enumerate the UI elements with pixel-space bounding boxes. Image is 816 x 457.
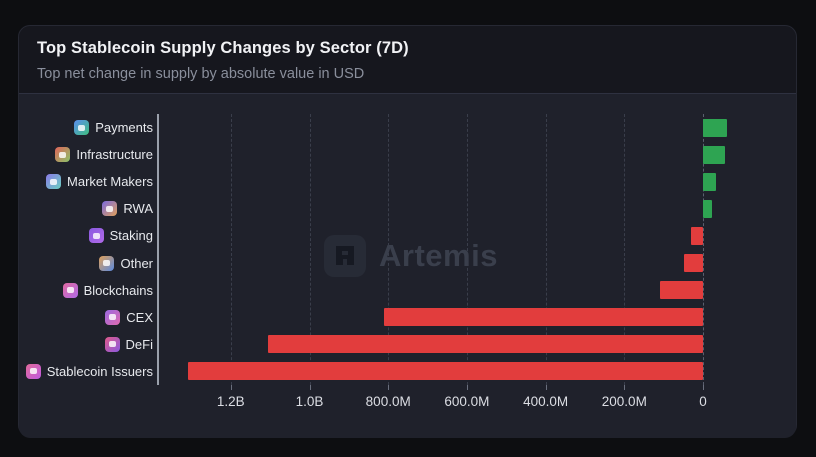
watermark-text: Artemis bbox=[379, 238, 498, 273]
x-axis-tick-label: 400.0M bbox=[523, 394, 569, 409]
market-makers-icon bbox=[46, 174, 62, 190]
x-axis-tick-mark bbox=[466, 385, 468, 390]
cex-icon bbox=[105, 309, 121, 325]
category-label-text: Infrastructure bbox=[76, 147, 153, 163]
category-label-text: Staking bbox=[109, 228, 153, 244]
x-axis-tick-mark bbox=[230, 385, 232, 390]
category-row-label: Stablecoin Issuers bbox=[19, 358, 153, 385]
category-row-label: RWA bbox=[19, 195, 153, 222]
chart-title: Top Stablecoin Supply Changes by Sector … bbox=[37, 39, 409, 57]
gridline bbox=[466, 114, 468, 385]
payments-icon bbox=[74, 120, 90, 136]
x-axis-tick-mark bbox=[545, 385, 547, 390]
x-axis-tick-label: 600.0M bbox=[444, 394, 490, 409]
negative-bar-blockchains bbox=[660, 281, 703, 300]
x-axis-tick-label: 1.0B bbox=[295, 394, 324, 409]
x-axis-tick-mark bbox=[624, 385, 626, 390]
positive-bar-rwa bbox=[703, 199, 712, 218]
category-label-text: CEX bbox=[126, 309, 153, 325]
x-axis-tick-mark bbox=[309, 385, 311, 390]
x-axis-tick-label: 800.0M bbox=[365, 394, 411, 409]
positive-bar-market-makers bbox=[703, 172, 716, 191]
negative-bar-cex bbox=[383, 308, 703, 327]
positive-bar-infrastructure bbox=[703, 145, 726, 164]
gridline bbox=[545, 114, 547, 385]
x-axis-tick-mark bbox=[703, 385, 704, 390]
category-label-text: Stablecoin Issuers bbox=[46, 363, 153, 379]
negative-bar-defi bbox=[267, 335, 703, 354]
category-label-text: RWA bbox=[123, 201, 153, 217]
watermark: Artemis bbox=[323, 234, 498, 278]
other-icon bbox=[99, 255, 115, 271]
stablecoin-issuers-icon bbox=[25, 363, 41, 379]
chart-panel: Artemis Payments Infrastructure Market Mak… bbox=[19, 93, 796, 438]
category-row-label: Market Makers bbox=[19, 168, 153, 195]
x-axis-tick-label: 200.0M bbox=[601, 394, 647, 409]
category-row-label: Other bbox=[19, 250, 153, 277]
category-row-label: CEX bbox=[19, 304, 153, 331]
y-axis-line bbox=[157, 114, 159, 385]
infrastructure-icon bbox=[55, 147, 71, 163]
category-row-label: Payments bbox=[19, 114, 153, 141]
negative-bar-stablecoin-issuers bbox=[187, 362, 703, 381]
category-row-label: Infrastructure bbox=[19, 141, 153, 168]
artemis-logo-icon bbox=[324, 235, 366, 277]
category-label-text: Market Makers bbox=[67, 174, 153, 190]
category-label-text: Blockchains bbox=[83, 282, 153, 298]
category-row-label: DeFi bbox=[19, 331, 153, 358]
category-label-text: Payments bbox=[95, 120, 153, 136]
category-label-text: DeFi bbox=[125, 336, 153, 352]
blockchains-icon bbox=[62, 282, 78, 298]
x-axis-tick-label: 0 bbox=[699, 394, 707, 409]
x-axis-tick-mark bbox=[388, 385, 390, 390]
staking-icon bbox=[88, 228, 104, 244]
negative-bar-other bbox=[684, 254, 703, 273]
x-axis-tick-label: 1.2B bbox=[216, 394, 245, 409]
chart-subtitle: Top net change in supply by absolute val… bbox=[37, 66, 365, 82]
category-row-label: Blockchains bbox=[19, 277, 153, 304]
gridline bbox=[309, 114, 311, 385]
category-row-label: Staking bbox=[19, 222, 153, 249]
gridline bbox=[230, 114, 232, 385]
zero-gridline bbox=[703, 114, 704, 385]
defi-icon bbox=[104, 336, 120, 352]
chart-card: Top Stablecoin Supply Changes by Sector … bbox=[18, 25, 797, 438]
rwa-icon bbox=[102, 201, 118, 217]
negative-bar-staking bbox=[691, 226, 703, 245]
gridline bbox=[388, 114, 390, 385]
positive-bar-payments bbox=[703, 118, 727, 137]
gridline bbox=[624, 114, 626, 385]
chart-header: Top Stablecoin Supply Changes by Sector … bbox=[19, 26, 796, 93]
category-label-text: Other bbox=[120, 255, 153, 271]
